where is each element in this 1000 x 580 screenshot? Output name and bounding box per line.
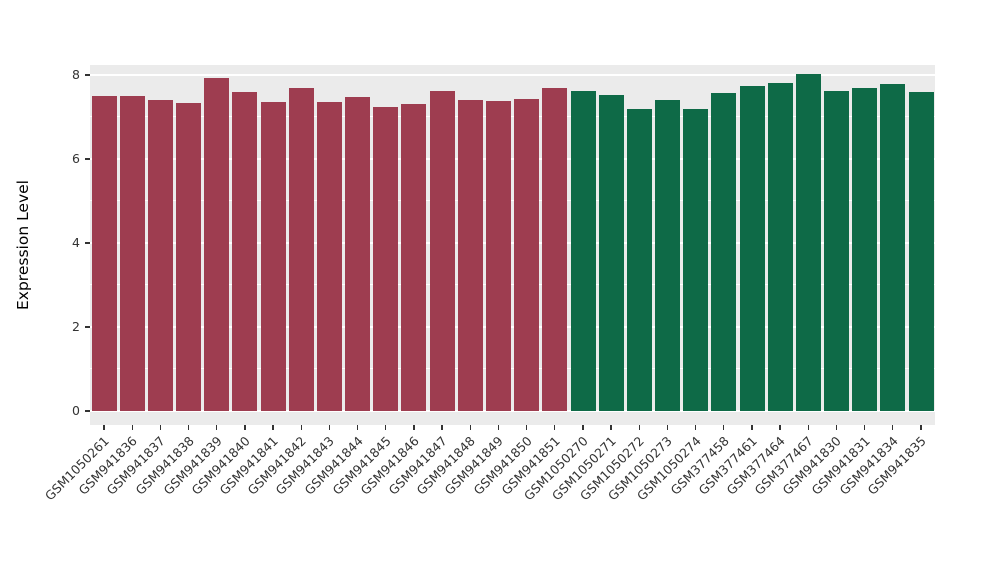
x-tick-mark <box>413 425 415 430</box>
x-tick-mark <box>469 425 471 430</box>
x-tick-mark <box>300 425 302 430</box>
plot-panel <box>90 65 935 425</box>
x-tick-mark <box>554 425 556 430</box>
minor-gridline <box>90 284 935 285</box>
bar-GSM941849 <box>486 101 511 411</box>
bar-GSM1050274 <box>683 109 709 411</box>
major-gridline <box>90 74 935 76</box>
bar-GSM941837 <box>147 100 173 411</box>
bar-GSM941830 <box>824 90 850 411</box>
bar-GSM941851 <box>542 87 568 411</box>
y-tick-mark <box>85 74 90 76</box>
bar-GSM941844 <box>345 97 371 411</box>
y-tick-label: 6 <box>72 151 80 166</box>
bar-GSM1050273 <box>655 100 681 411</box>
bar-GSM1050261 <box>91 96 117 411</box>
y-tick-mark <box>85 242 90 244</box>
minor-gridline <box>90 200 935 201</box>
x-tick-mark <box>638 425 640 430</box>
bar-GSM941831 <box>852 88 878 411</box>
bar-GSM941846 <box>401 103 427 411</box>
x-tick-mark <box>863 425 866 430</box>
x-tick-mark <box>779 425 781 430</box>
bar-GSM941840 <box>232 91 258 411</box>
major-gridline <box>90 242 935 244</box>
bar-GSM1050270 <box>570 90 596 411</box>
major-gridline <box>90 326 935 328</box>
y-tick-label: 2 <box>72 319 80 334</box>
bar-GSM941850 <box>514 98 540 411</box>
y-tick-mark <box>85 158 90 160</box>
bar-GSM941836 <box>119 96 145 411</box>
x-tick-mark <box>441 425 443 430</box>
x-tick-mark <box>385 425 387 430</box>
y-tick-label: 4 <box>72 235 80 250</box>
x-tick-mark <box>807 425 809 430</box>
bar-GSM941835 <box>908 91 934 411</box>
major-gridline <box>90 158 935 160</box>
x-tick-mark <box>892 425 894 430</box>
minor-gridline <box>90 116 935 117</box>
x-tick-mark <box>497 425 500 430</box>
bar-GSM941847 <box>429 90 455 411</box>
bar-GSM941842 <box>288 88 314 411</box>
bars-container <box>90 65 935 425</box>
bar-GSM1050272 <box>626 108 652 411</box>
y-tick-mark <box>85 326 90 328</box>
bar-GSM941838 <box>176 103 202 411</box>
x-tick-mark <box>216 425 218 430</box>
x-tick-mark <box>582 425 584 430</box>
y-tick-label: 0 <box>72 403 80 418</box>
x-tick-mark <box>694 425 697 430</box>
x-tick-mark <box>131 425 133 430</box>
major-gridline <box>90 410 935 412</box>
bar-GSM377458 <box>711 93 737 411</box>
x-tick-mark <box>525 425 528 430</box>
x-tick-mark <box>610 425 612 430</box>
bar-GSM941834 <box>880 84 906 411</box>
minor-gridline <box>90 368 935 369</box>
x-tick-mark <box>835 425 838 430</box>
bar-GSM1050271 <box>598 94 624 411</box>
bar-GSM941841 <box>260 102 286 411</box>
x-tick-mark <box>244 425 246 430</box>
y-tick-mark <box>85 410 90 412</box>
x-tick-mark <box>920 425 922 430</box>
x-tick-mark <box>356 425 359 430</box>
bar-GSM377464 <box>767 83 793 411</box>
x-tick-mark <box>328 425 331 430</box>
x-tick-mark <box>187 425 190 430</box>
bar-GSM377461 <box>739 86 765 411</box>
gridlines <box>90 65 935 425</box>
bar-GSM941848 <box>457 100 483 411</box>
x-tick-mark <box>159 425 162 430</box>
x-tick-mark <box>751 425 753 430</box>
x-tick-mark <box>272 425 274 430</box>
bar-GSM941839 <box>204 77 230 411</box>
x-tick-mark <box>723 425 725 430</box>
bar-GSM941845 <box>373 106 399 411</box>
bar-GSM941843 <box>316 102 342 411</box>
x-tick-mark <box>666 425 669 430</box>
bar-GSM377467 <box>795 73 821 411</box>
x-tick-mark <box>103 425 105 430</box>
y-tick-label: 8 <box>72 67 80 82</box>
